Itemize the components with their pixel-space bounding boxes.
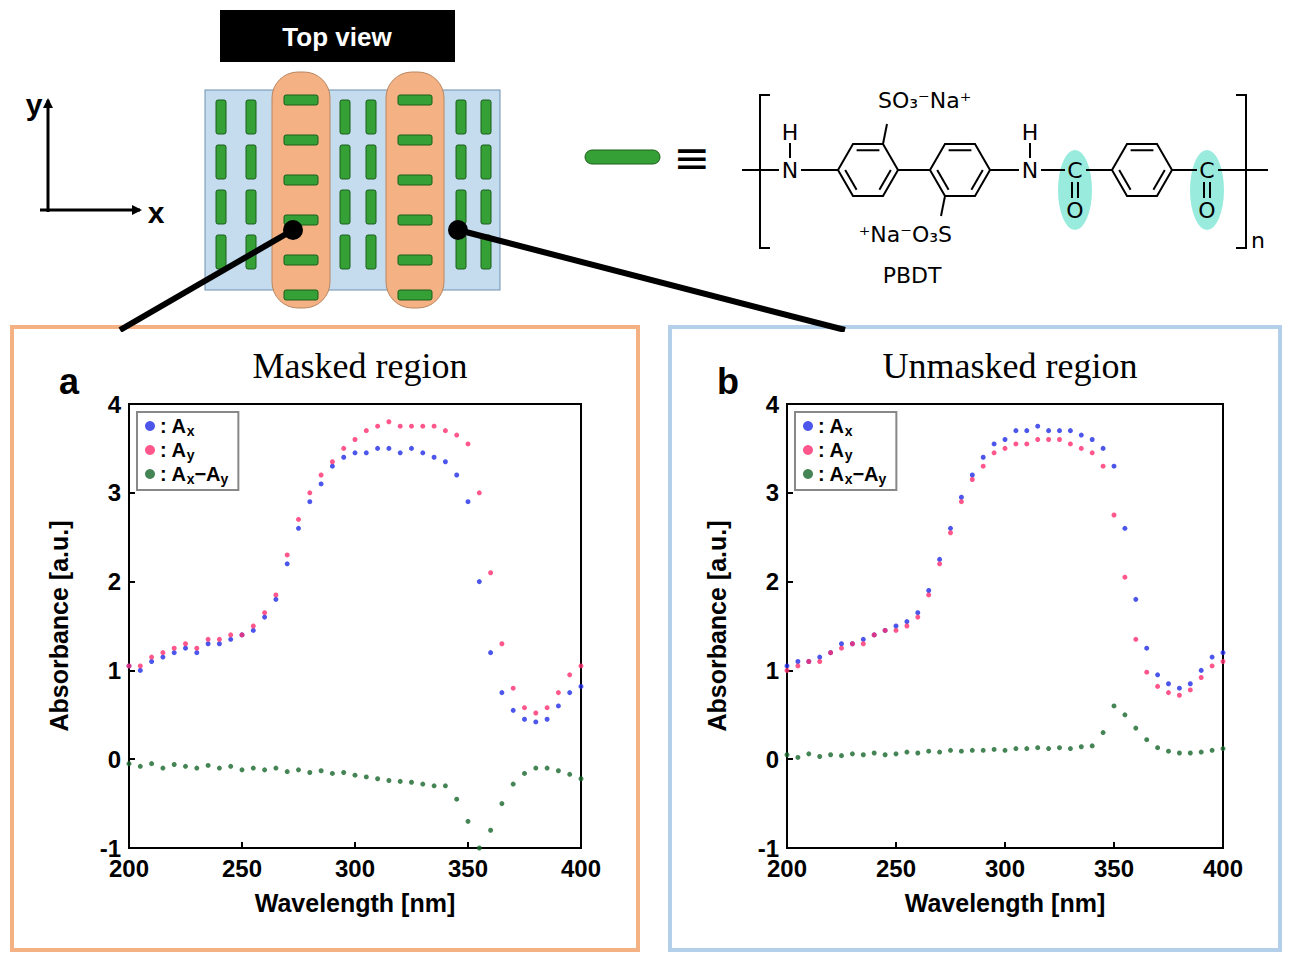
svg-text:: A: : A: [818, 439, 844, 461]
svg-text:N: N: [782, 158, 798, 183]
svg-text:Top view: Top view: [282, 22, 392, 52]
svg-text:Absorbance [a.u.]: Absorbance [a.u.]: [703, 520, 731, 731]
svg-text:: A: : A: [818, 463, 844, 485]
svg-text:250: 250: [876, 855, 916, 882]
svg-text:0: 0: [108, 746, 121, 773]
svg-text:C: C: [1067, 158, 1082, 183]
svg-text:4: 4: [108, 391, 122, 418]
svg-text:a: a: [59, 361, 80, 402]
svg-text:C: C: [1199, 158, 1214, 183]
svg-text:: A: : A: [160, 463, 186, 485]
svg-text:-1: -1: [757, 834, 779, 862]
svg-text:y: y: [221, 471, 229, 487]
svg-text:y: y: [845, 447, 853, 463]
svg-text:−A: −A: [194, 463, 220, 485]
svg-text:Absorbance [a.u.]: Absorbance [a.u.]: [45, 520, 73, 731]
svg-text:3: 3: [766, 479, 779, 506]
svg-text:⁺Na⁻O₃S: ⁺Na⁻O₃S: [859, 222, 952, 247]
svg-text:4: 4: [766, 391, 780, 418]
svg-text:3: 3: [108, 479, 121, 506]
svg-text:400: 400: [1203, 855, 1243, 882]
svg-text:O: O: [1198, 198, 1215, 223]
svg-text:x: x: [845, 423, 853, 439]
svg-text:Wavelength [nm]: Wavelength [nm]: [905, 889, 1105, 917]
svg-text:200: 200: [767, 855, 807, 882]
svg-text:SO₃⁻Na⁺: SO₃⁻Na⁺: [878, 88, 971, 113]
svg-text:Wavelength [nm]: Wavelength [nm]: [255, 889, 455, 917]
svg-text:PBDT: PBDT: [883, 263, 942, 288]
svg-text:O: O: [1066, 198, 1083, 223]
svg-text:2: 2: [108, 568, 121, 595]
svg-text:0: 0: [766, 746, 779, 773]
svg-text:-1: -1: [99, 834, 121, 862]
svg-text:x: x: [186, 471, 195, 487]
svg-text:Masked region: Masked region: [253, 346, 468, 386]
svg-text:1: 1: [108, 657, 121, 684]
svg-text:400: 400: [561, 855, 601, 882]
svg-text:2: 2: [766, 568, 779, 595]
svg-text:x: x: [844, 471, 853, 487]
svg-text:: A: : A: [818, 415, 844, 437]
svg-text:N: N: [1022, 158, 1038, 183]
svg-text:300: 300: [985, 855, 1025, 882]
svg-text:: A: : A: [160, 439, 186, 461]
svg-text:b: b: [717, 361, 739, 402]
svg-text:1: 1: [766, 657, 779, 684]
svg-text:350: 350: [448, 855, 488, 882]
svg-text:H: H: [1022, 120, 1039, 145]
svg-text:x: x: [148, 196, 165, 229]
svg-text:≡: ≡: [674, 132, 711, 183]
svg-text:Unmasked region: Unmasked region: [883, 346, 1138, 386]
svg-text:x: x: [187, 423, 195, 439]
svg-text:250: 250: [222, 855, 262, 882]
svg-text:n: n: [1251, 228, 1265, 253]
svg-text:200: 200: [109, 855, 149, 882]
svg-text:350: 350: [1094, 855, 1134, 882]
svg-text:y: y: [187, 447, 195, 463]
svg-text:−A: −A: [852, 463, 878, 485]
svg-text:300: 300: [335, 855, 375, 882]
svg-text:H: H: [782, 120, 799, 145]
svg-text:: A: : A: [160, 415, 186, 437]
svg-text:y: y: [26, 88, 43, 121]
svg-text:y: y: [879, 471, 887, 487]
